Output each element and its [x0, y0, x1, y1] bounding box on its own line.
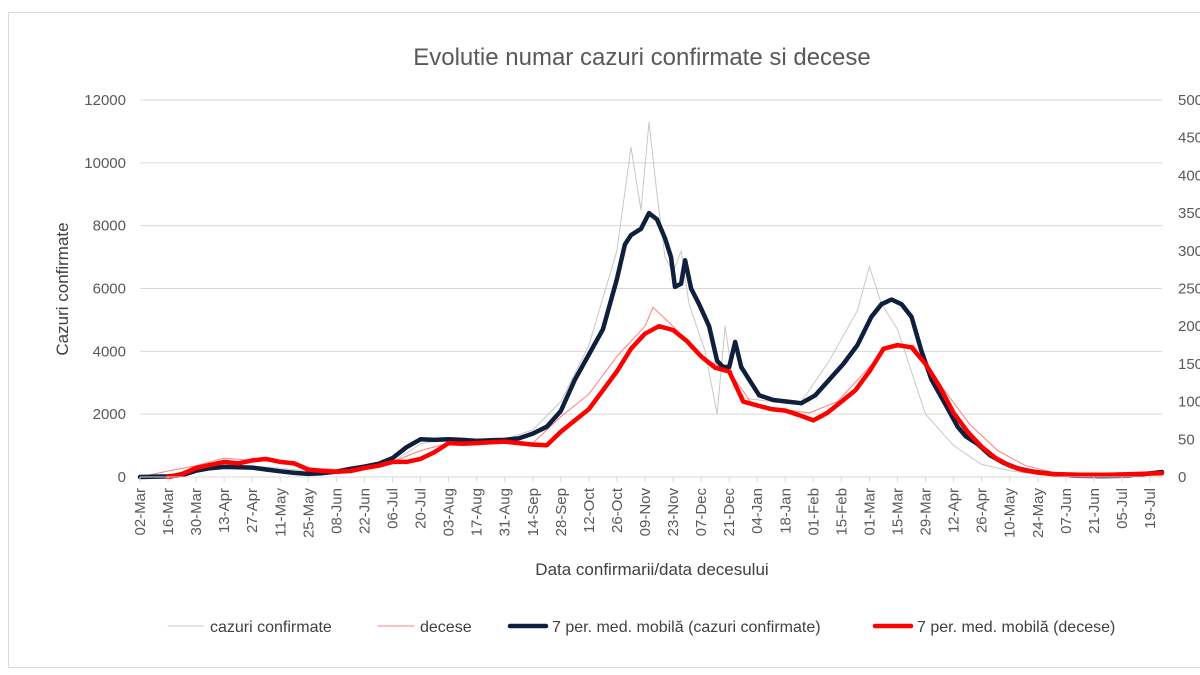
x-tick-label: 21-Dec — [721, 488, 738, 537]
x-tick-label: 05-Jul — [1114, 488, 1131, 529]
y2-tick-label: 50 — [1178, 431, 1195, 448]
x-tick-label: 15-Mar — [889, 488, 906, 536]
x-tick-label: 07-Jun — [1058, 488, 1075, 534]
legend-label: cazuri confirmate — [210, 619, 332, 636]
x-tick-label: 09-Nov — [637, 488, 654, 537]
x-tick-label: 10-May — [1002, 488, 1019, 539]
x-tick-label: 07-Dec — [693, 488, 710, 537]
y-tick-label: 0 — [118, 469, 126, 486]
x-tick-label: 12-Apr — [946, 488, 963, 533]
x-tick-label: 15-Feb — [833, 488, 850, 536]
chart-title: Evolutie numar cazuri confirmate si dece… — [413, 44, 871, 71]
legend-label: 7 per. med. mobilă (cazuri confirmate) — [552, 619, 821, 636]
y-tick-label: 4000 — [93, 343, 126, 360]
y2-tick-label: 250 — [1178, 281, 1200, 298]
series-line — [139, 121, 1163, 478]
x-tick-label: 23-Nov — [665, 488, 682, 537]
x-tick-label: 18-Jan — [777, 488, 794, 534]
x-tick-label: 06-Jul — [384, 488, 401, 529]
x-tick-label: 24-May — [1030, 488, 1047, 539]
x-axis-ticks: 02-Mar 16-Mar 30-Mar 13-Apr 27-Apr 11-May 25-M… — [132, 477, 1159, 538]
x-tick-label: 13-Apr — [216, 488, 233, 533]
x-tick-label: 28-Sep — [553, 488, 570, 536]
x-tick-label: 31-Aug — [497, 488, 514, 536]
y2-tick-label: 100 — [1178, 394, 1200, 411]
x-tick-label: 02-Mar — [132, 488, 149, 536]
x-tick-label: 19-Jul — [1142, 488, 1159, 529]
x-tick-label: 26-Oct — [609, 487, 626, 533]
x-tick-label: 08-Jun — [328, 488, 345, 534]
legend: cazuri confirmate decese 7 per. med. mobil… — [167, 619, 1115, 636]
x-tick-label: 30-Mar — [188, 488, 205, 536]
y2-tick-label: 400 — [1178, 167, 1200, 184]
x-tick-label: 21-Jun — [1086, 488, 1103, 534]
x-tick-label: 14-Sep — [525, 488, 542, 536]
y2-tick-label: 450 — [1178, 130, 1200, 147]
x-tick-label: 22-Jun — [356, 488, 373, 534]
x-tick-label: 26-Apr — [974, 488, 991, 533]
y2-tick-label: 200 — [1178, 318, 1200, 335]
chart-frame — [8, 12, 1200, 668]
gridlines — [140, 99, 1162, 415]
series-line — [165, 323, 1165, 480]
x-tick-label: 03-Aug — [441, 488, 458, 536]
y-axis-title: Cazuri confirmate — [53, 222, 72, 355]
y2-axis-ticks: 0 50 100 150 200 250 300 350 400 450 500 — [1178, 92, 1200, 486]
y-tick-label: 12000 — [84, 92, 126, 109]
series-line — [137, 210, 1165, 480]
y-tick-label: 2000 — [93, 406, 126, 423]
y2-tick-label: 500 — [1178, 92, 1200, 109]
y2-tick-label: 0 — [1178, 469, 1186, 486]
y2-tick-label: 150 — [1178, 356, 1200, 373]
x-tick-label: 29-Mar — [918, 488, 935, 536]
x-tick-label: 01-Feb — [805, 488, 822, 536]
x-tick-label: 16-Mar — [160, 488, 177, 536]
x-tick-label: 27-Apr — [244, 488, 261, 533]
x-tick-label: 01-Mar — [861, 488, 878, 536]
y2-tick-label: 350 — [1178, 205, 1200, 222]
x-axis-title: Data confirmarii/data decesului — [535, 560, 768, 579]
x-tick-label: 25-May — [300, 488, 317, 539]
x-tick-label: 17-Aug — [469, 488, 486, 536]
x-tick-label: 04-Jan — [749, 488, 766, 534]
legend-label: decese — [420, 619, 472, 636]
series-lines — [137, 121, 1165, 480]
x-tick-label: 20-Jul — [413, 488, 430, 529]
x-tick-label: 11-May — [272, 488, 289, 537]
y-tick-label: 6000 — [93, 281, 126, 298]
y2-tick-label: 300 — [1178, 243, 1200, 260]
x-tick-label: 12-Oct — [581, 487, 598, 533]
y-axis-ticks: 0 2000 4000 6000 8000 10000 12000 — [84, 92, 126, 486]
y-tick-label: 10000 — [84, 155, 126, 172]
y-tick-label: 8000 — [93, 218, 126, 235]
legend-label: 7 per. med. mobilă (decese) — [917, 619, 1115, 636]
